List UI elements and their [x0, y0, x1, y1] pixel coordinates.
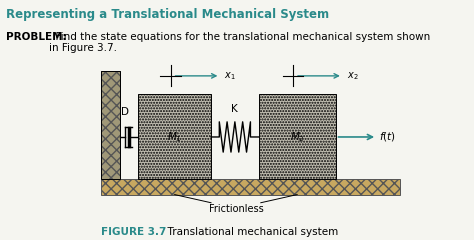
- Text: FIGURE 3.7: FIGURE 3.7: [101, 227, 166, 237]
- Text: Representing a Translational Mechanical System: Representing a Translational Mechanical …: [6, 8, 328, 21]
- Text: $f(t)$: $f(t)$: [379, 131, 396, 144]
- Bar: [101, 180, 400, 195]
- Text: $x_1$: $x_1$: [225, 70, 236, 82]
- Text: $M_1$: $M_1$: [167, 130, 182, 144]
- Text: D: D: [121, 107, 129, 117]
- Text: Frictionless: Frictionless: [209, 204, 263, 214]
- Text: Find the state equations for the translational mechanical system shown
in Figure: Find the state equations for the transla…: [49, 32, 430, 53]
- Bar: [259, 95, 336, 180]
- Text: $x_2$: $x_2$: [347, 70, 358, 82]
- Bar: [138, 95, 211, 180]
- Text: PROBLEM:: PROBLEM:: [6, 32, 66, 42]
- Bar: [101, 71, 120, 180]
- Text: $M_2$: $M_2$: [290, 130, 304, 144]
- Text: Translational mechanical system: Translational mechanical system: [161, 227, 338, 237]
- Text: K: K: [231, 104, 238, 114]
- Bar: [101, 71, 120, 180]
